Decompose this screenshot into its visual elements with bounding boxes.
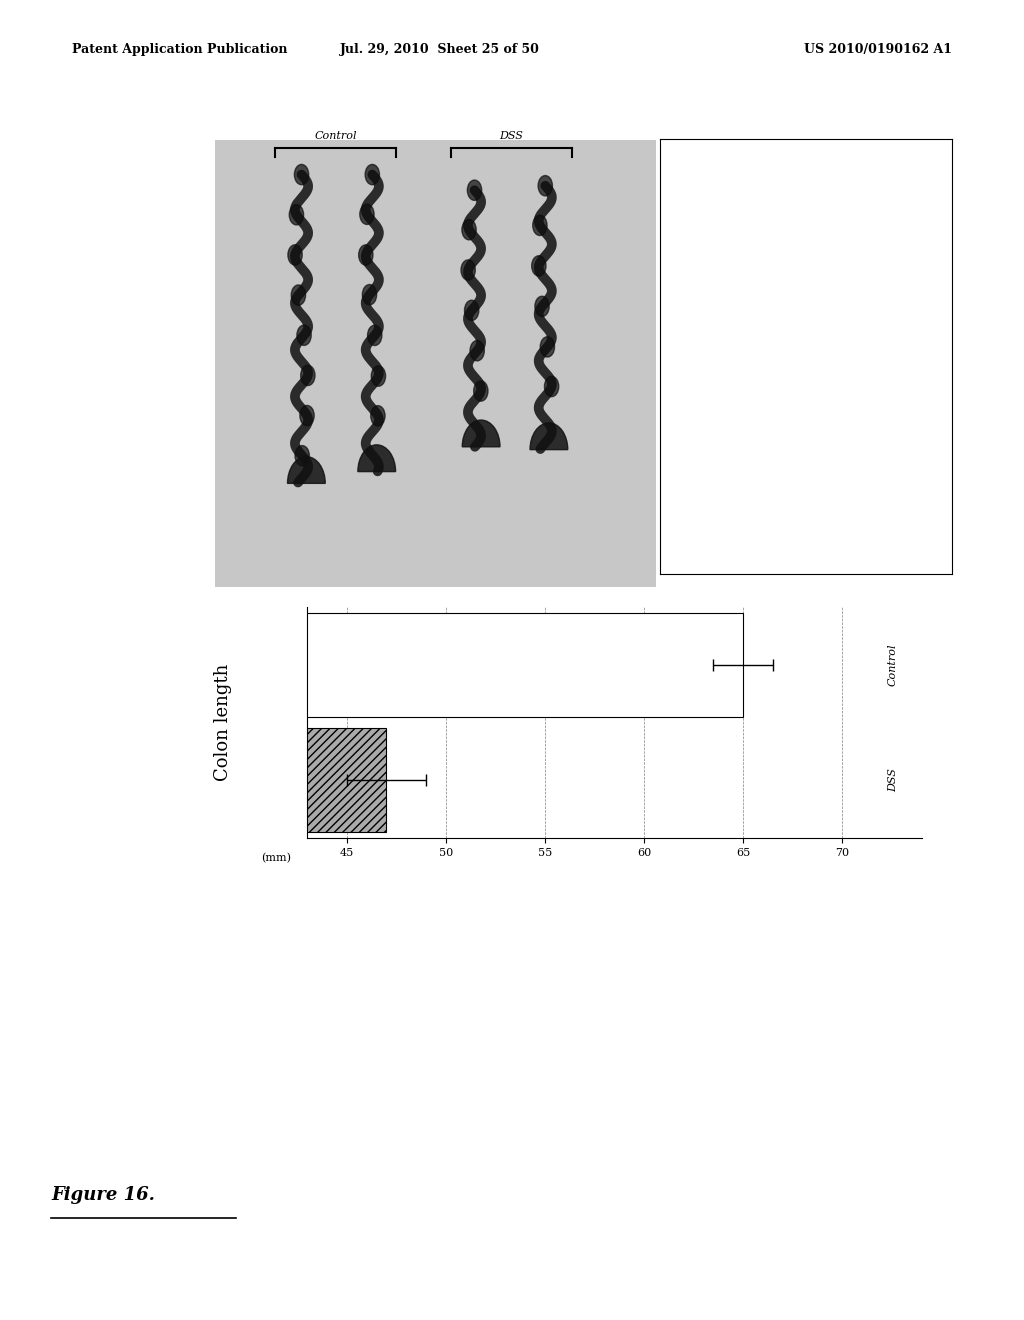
Text: DSS: DSS <box>888 768 898 792</box>
Text: US 2010/0190162 A1: US 2010/0190162 A1 <box>804 44 952 55</box>
Circle shape <box>535 296 549 317</box>
Bar <box>0 729 386 833</box>
Circle shape <box>541 337 555 356</box>
Circle shape <box>295 446 309 466</box>
Circle shape <box>465 300 479 321</box>
Circle shape <box>301 366 315 385</box>
Circle shape <box>368 325 382 346</box>
Circle shape <box>291 285 305 305</box>
Text: Patent Application Publication: Patent Application Publication <box>72 44 287 55</box>
Circle shape <box>539 176 552 195</box>
Text: Control: Control <box>314 131 357 141</box>
Wedge shape <box>288 457 326 483</box>
Wedge shape <box>462 420 500 446</box>
Circle shape <box>289 205 303 224</box>
Wedge shape <box>357 445 395 471</box>
Circle shape <box>532 215 547 235</box>
Bar <box>0 612 743 717</box>
Circle shape <box>531 256 546 276</box>
Circle shape <box>461 260 475 280</box>
Text: Colon length: Colon length <box>214 664 231 781</box>
Circle shape <box>467 180 481 201</box>
Text: DSS: DSS <box>499 131 522 141</box>
Circle shape <box>366 165 380 185</box>
Circle shape <box>462 219 476 240</box>
Circle shape <box>359 205 374 224</box>
Wedge shape <box>530 422 567 450</box>
Circle shape <box>294 165 308 185</box>
Circle shape <box>362 285 377 305</box>
Circle shape <box>470 341 484 360</box>
Text: Figure 16.: Figure 16. <box>51 1185 155 1204</box>
Text: Control: Control <box>888 644 898 686</box>
Circle shape <box>545 376 559 397</box>
Circle shape <box>358 244 373 265</box>
Text: (mm): (mm) <box>261 853 292 863</box>
Circle shape <box>372 366 386 387</box>
Text: Jul. 29, 2010  Sheet 25 of 50: Jul. 29, 2010 Sheet 25 of 50 <box>340 44 541 55</box>
Circle shape <box>300 405 314 426</box>
Circle shape <box>474 381 488 401</box>
Circle shape <box>288 244 302 265</box>
Circle shape <box>297 325 311 346</box>
Circle shape <box>371 405 385 426</box>
